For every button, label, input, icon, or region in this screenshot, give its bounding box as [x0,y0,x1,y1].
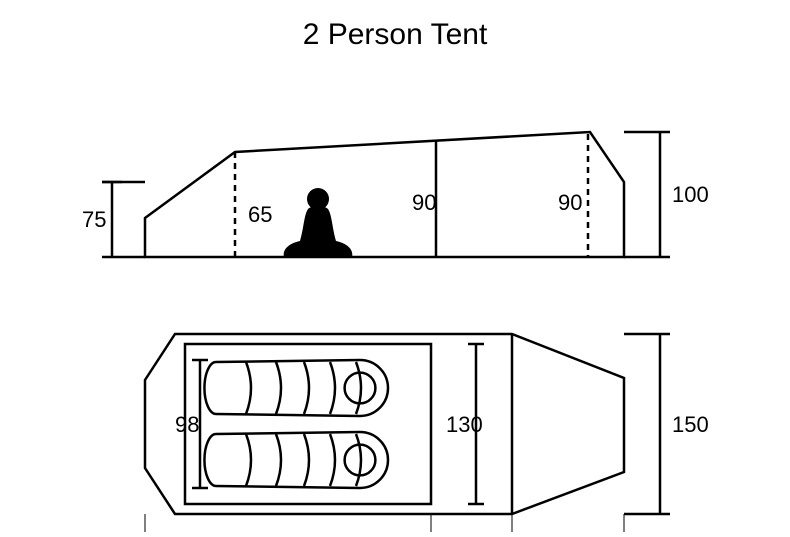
dim-label-90b: 90 [558,190,582,215]
sleeping-bag [204,360,388,416]
dim-label-80: 80 [448,528,472,532]
person-silhouette [284,206,353,257]
person-head [307,188,329,210]
dim-label-65: 65 [248,202,272,227]
sleeping-bag [204,432,388,488]
tent-side-outline [145,132,624,257]
inner-tent-rect [185,344,431,504]
dim-label-100: 100 [672,182,709,207]
dim-label-150: 150 [672,412,709,437]
dim-label-80: 80 [546,528,570,532]
dim-label-75: 75 [82,207,106,232]
side-elevation: 65 90 90 75 100 [82,132,709,257]
dim-label-240: 240 [257,528,294,532]
tent-diagram: 65 90 90 75 100 98 130 150 240 80 80 [0,52,790,532]
dim-label-90a: 90 [412,190,436,215]
top-plan-view: 98 130 150 240 80 80 [145,334,709,532]
dim-label-130: 130 [446,412,483,437]
diagram-title: 2 Person Tent [0,0,790,52]
dim-label-98: 98 [175,412,199,437]
